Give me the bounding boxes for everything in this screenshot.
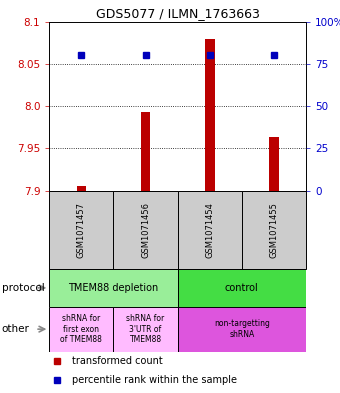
- Text: GSM1071455: GSM1071455: [269, 202, 278, 258]
- Bar: [76, 185, 86, 191]
- Bar: [205, 39, 215, 191]
- Bar: [49, 269, 177, 307]
- Bar: [114, 307, 177, 352]
- Text: TMEM88 depletion: TMEM88 depletion: [68, 283, 158, 293]
- Text: transformed count: transformed count: [72, 356, 163, 366]
- Text: GSM1071457: GSM1071457: [77, 202, 86, 258]
- Bar: [242, 191, 306, 269]
- Text: protocol: protocol: [2, 283, 45, 293]
- Bar: [177, 269, 306, 307]
- Text: shRNA for
first exon
of TMEM88: shRNA for first exon of TMEM88: [61, 314, 102, 344]
- Bar: [177, 307, 306, 352]
- Text: shRNA for
3'UTR of
TMEM88: shRNA for 3'UTR of TMEM88: [126, 314, 165, 344]
- Bar: [114, 191, 177, 269]
- Text: GSM1071454: GSM1071454: [205, 202, 214, 258]
- Bar: [177, 191, 242, 269]
- Title: GDS5077 / ILMN_1763663: GDS5077 / ILMN_1763663: [96, 7, 259, 20]
- Text: control: control: [225, 283, 259, 293]
- Bar: [269, 138, 279, 191]
- Text: percentile rank within the sample: percentile rank within the sample: [72, 375, 237, 385]
- Bar: [141, 112, 150, 191]
- Text: other: other: [2, 324, 30, 334]
- Bar: [49, 307, 114, 352]
- Bar: [49, 191, 114, 269]
- Text: GSM1071456: GSM1071456: [141, 202, 150, 258]
- Text: non-targetting
shRNA: non-targetting shRNA: [214, 320, 270, 339]
